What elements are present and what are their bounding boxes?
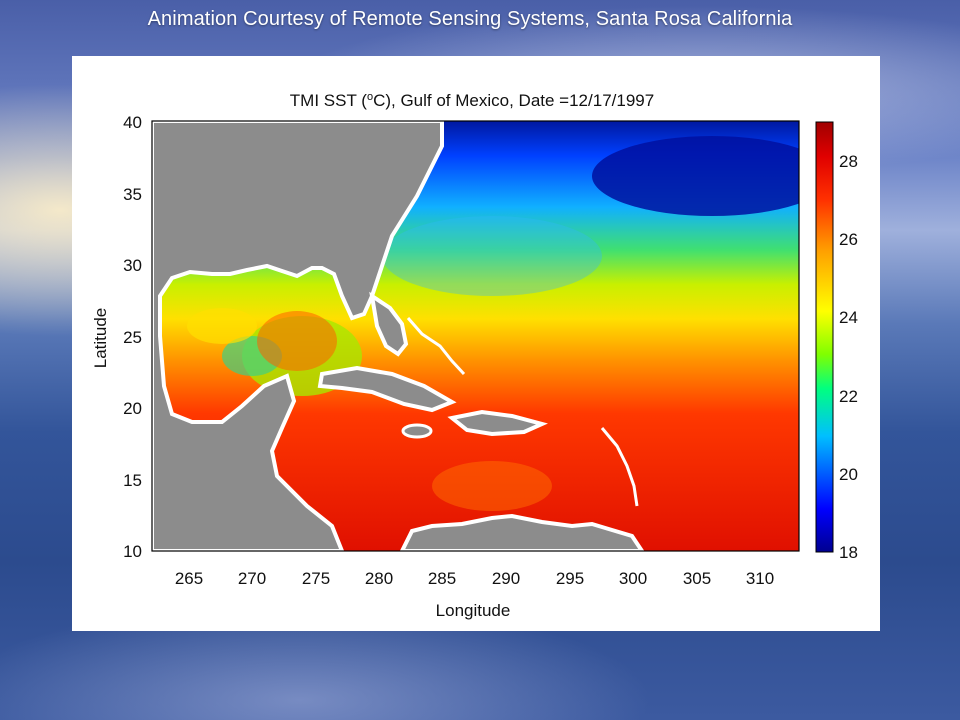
colorbar-tick-label: 24 [839,308,858,327]
x-tick-label: 310 [746,569,774,588]
y-tick-label: 40 [123,113,142,132]
y-tick-label: 15 [123,471,142,490]
sst-map-svg: TMI SST (oC), Gulf of Mexico, Date =12/1… [91,91,858,620]
x-tick-label: 275 [302,569,330,588]
loop-current-warm [257,311,337,371]
land-florida [369,291,409,357]
x-axis-label: Longitude [436,601,511,620]
x-tick-label: 270 [238,569,266,588]
cold-pool-north [592,136,799,216]
plot-frame [151,120,800,552]
credit-banner: Animation Courtesy of Remote Sensing Sys… [147,8,793,30]
map-title: TMI SST (oC), Gulf of Mexico, Date =12/1… [290,91,654,110]
land-antilles-arc [600,427,639,507]
x-tick-label: 290 [492,569,520,588]
y-axis-label: Latitude [91,308,110,369]
x-tick-label: 285 [428,569,456,588]
x-axis-ticks: 265 270 275 280 285 290 295 300 305 310 [175,569,774,588]
y-tick-label: 35 [123,185,142,204]
y-tick-label: 25 [123,328,142,347]
land-bahamas [406,317,466,376]
colorbar-tick-label: 20 [839,465,858,484]
colorbar-tick-label: 28 [839,152,858,171]
x-tick-label: 265 [175,569,203,588]
sst-field [152,121,799,551]
y-tick-label: 30 [123,256,142,275]
x-tick-label: 280 [365,569,393,588]
land-cuba [317,365,457,413]
x-tick-label: 305 [683,569,711,588]
x-tick-label: 300 [619,569,647,588]
colorbar-tick-label: 18 [839,543,858,562]
colorbar-tick-label: 22 [839,387,858,406]
y-axis-ticks: 10 15 20 25 30 35 40 [123,113,142,561]
colorbar-tick-label: 26 [839,230,858,249]
sst-map-figure: TMI SST (oC), Gulf of Mexico, Date =12/1… [72,56,880,631]
colorbar-ticks: 18 20 22 24 26 28 [839,152,858,562]
land-north-america [152,121,444,551]
land-jamaica [401,423,433,439]
land-hispaniola [447,409,548,437]
y-tick-label: 20 [123,399,142,418]
cool-tongue [382,216,602,296]
land-south-america [399,513,645,551]
colorbar [815,121,834,553]
y-tick-label: 10 [123,542,142,561]
x-tick-label: 295 [556,569,584,588]
